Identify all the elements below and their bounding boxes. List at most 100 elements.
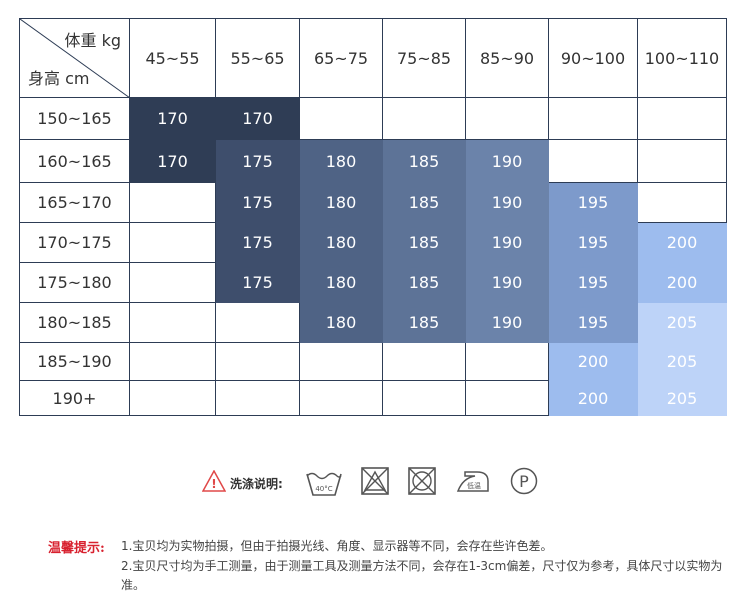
size-cell: 185 bbox=[382, 222, 466, 263]
weight-column-header: 75~85 bbox=[382, 18, 466, 98]
height-row-header: 150~165 bbox=[19, 97, 130, 140]
empty-cell bbox=[215, 380, 300, 416]
size-cell: 170 bbox=[215, 97, 300, 140]
empty-cell bbox=[637, 97, 727, 140]
height-row-header: 190+ bbox=[19, 380, 130, 416]
size-cell: 190 bbox=[465, 222, 549, 263]
height-row-header: 170~175 bbox=[19, 222, 130, 263]
diagonal-divider bbox=[20, 19, 129, 97]
wash-40c-icon: 40°C bbox=[306, 472, 342, 496]
size-cell: 205 bbox=[637, 302, 727, 343]
size-cell: 195 bbox=[548, 262, 638, 303]
empty-cell bbox=[129, 380, 216, 416]
size-cell: 200 bbox=[548, 380, 638, 416]
no-tumble-dry-icon bbox=[408, 467, 436, 495]
height-row-header: 185~190 bbox=[19, 342, 130, 381]
size-cell: 170 bbox=[129, 139, 216, 183]
height-row-header: 175~180 bbox=[19, 262, 130, 303]
table-row: 175~180 175 180 185 190 195 200 bbox=[19, 262, 727, 303]
size-cell: 205 bbox=[637, 380, 727, 416]
size-cell: 180 bbox=[299, 139, 383, 183]
size-cell: 195 bbox=[548, 222, 638, 263]
tip-line: 1.宝贝均为实物拍摄，但由于拍摄光线、角度、显示器等不同，会存在些许色差。 bbox=[121, 539, 553, 553]
empty-cell bbox=[215, 342, 300, 381]
size-chart-table: 体重 kg 身高 cm 45~55 55~65 65~75 75~85 85~9… bbox=[19, 18, 727, 416]
iron-temp-label: 低温 bbox=[467, 481, 481, 490]
empty-cell bbox=[129, 302, 216, 343]
empty-cell bbox=[382, 342, 466, 381]
size-cell: 170 bbox=[129, 97, 216, 140]
size-cell: 185 bbox=[382, 182, 466, 223]
empty-cell bbox=[215, 302, 300, 343]
size-cell: 185 bbox=[382, 302, 466, 343]
empty-cell bbox=[129, 262, 216, 303]
size-cell: 180 bbox=[299, 262, 383, 303]
empty-cell bbox=[637, 139, 727, 183]
weight-axis-label: 体重 kg bbox=[64, 31, 121, 50]
size-cell: 195 bbox=[548, 302, 638, 343]
weight-column-header: 55~65 bbox=[215, 18, 300, 98]
empty-cell bbox=[129, 342, 216, 381]
weight-column-header: 100~110 bbox=[637, 18, 727, 98]
empty-cell bbox=[129, 222, 216, 263]
weight-column-header: 65~75 bbox=[299, 18, 383, 98]
size-cell: 180 bbox=[299, 222, 383, 263]
empty-cell bbox=[129, 182, 216, 223]
table-row: 180~185 180 185 190 195 205 bbox=[19, 302, 727, 343]
size-cell: 180 bbox=[299, 182, 383, 223]
weight-column-header: 90~100 bbox=[548, 18, 638, 98]
size-cell: 185 bbox=[382, 139, 466, 183]
table-row: 160~165 170 175 180 185 190 bbox=[19, 139, 727, 183]
size-cell: 175 bbox=[215, 222, 300, 263]
empty-cell bbox=[382, 97, 466, 140]
table-row: 190+ 200 205 bbox=[19, 380, 727, 416]
size-cell: 175 bbox=[215, 182, 300, 223]
dry-clean-letter: P bbox=[519, 472, 529, 491]
table-row: 185~190 200 205 bbox=[19, 342, 727, 381]
empty-cell bbox=[548, 97, 638, 140]
size-chart-body: 150~165 170 170 160~165 170 175 180 185 190 165~1… bbox=[19, 97, 727, 416]
empty-cell bbox=[299, 380, 383, 416]
size-cell: 190 bbox=[465, 182, 549, 223]
empty-cell bbox=[299, 97, 383, 140]
tip-line: 2.宝贝尺寸均为手工测量，由于测量工具及测量方法不同，会存在1-3cm偏差，尺寸… bbox=[121, 559, 723, 592]
tips-label: 温馨提示: bbox=[48, 541, 105, 556]
empty-cell bbox=[465, 97, 549, 140]
size-cell: 190 bbox=[465, 139, 549, 183]
empty-cell bbox=[548, 139, 638, 183]
size-cell: 195 bbox=[548, 182, 638, 223]
size-cell: 200 bbox=[548, 342, 638, 381]
height-row-header: 165~170 bbox=[19, 182, 130, 223]
size-cell: 205 bbox=[637, 342, 727, 381]
no-bleach-icon bbox=[361, 467, 389, 495]
wash-temp-label: 40°C bbox=[315, 485, 332, 493]
weight-column-header: 85~90 bbox=[465, 18, 549, 98]
svg-text:!: ! bbox=[211, 477, 216, 491]
table-row: 165~170 175 180 185 190 195 bbox=[19, 182, 727, 223]
height-axis-label: 身高 cm bbox=[28, 69, 90, 88]
header-row: 体重 kg 身高 cm 45~55 55~65 65~75 75~85 85~9… bbox=[19, 18, 727, 98]
table-row: 150~165 170 170 bbox=[19, 97, 727, 140]
weight-column-header: 45~55 bbox=[129, 18, 216, 98]
empty-cell bbox=[465, 380, 549, 416]
empty-cell bbox=[299, 342, 383, 381]
corner-header-cell: 体重 kg 身高 cm bbox=[19, 18, 130, 98]
size-cell: 175 bbox=[215, 139, 300, 183]
size-cell: 175 bbox=[215, 262, 300, 303]
empty-cell bbox=[465, 342, 549, 381]
warning-icon: ! bbox=[202, 470, 226, 492]
iron-low-icon: 低温 bbox=[456, 471, 489, 492]
care-title: 洗涤说明: bbox=[230, 477, 283, 491]
size-cell: 180 bbox=[299, 302, 383, 343]
height-row-header: 180~185 bbox=[19, 302, 130, 343]
empty-cell bbox=[382, 380, 466, 416]
size-cell: 200 bbox=[637, 222, 727, 263]
size-cell: 185 bbox=[382, 262, 466, 303]
size-cell: 190 bbox=[465, 262, 549, 303]
table-row: 170~175 175 180 185 190 195 200 bbox=[19, 222, 727, 263]
care-instructions: ! 洗涤说明: 40°C 低温 P bbox=[200, 466, 560, 500]
dry-clean-p-icon: P bbox=[510, 467, 538, 495]
empty-cell bbox=[637, 182, 727, 223]
size-cell: 190 bbox=[465, 302, 549, 343]
height-row-header: 160~165 bbox=[19, 139, 130, 183]
